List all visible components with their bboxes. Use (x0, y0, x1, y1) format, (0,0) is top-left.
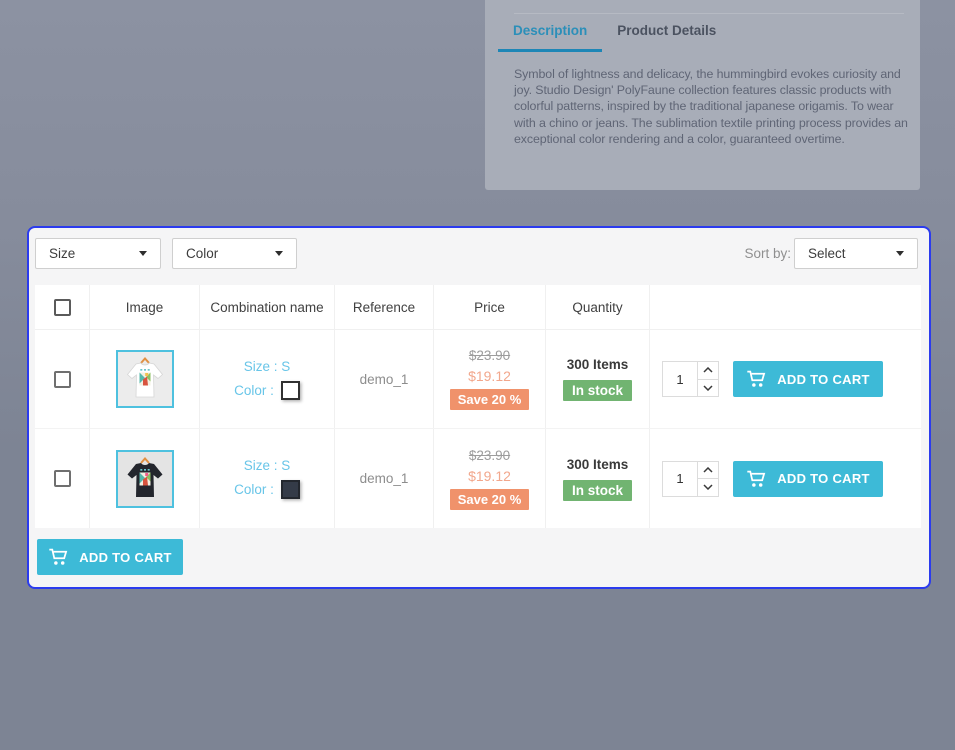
combination-size: Size : S (243, 358, 291, 374)
stock-count: 300 Items (566, 456, 629, 472)
chevron-down-icon (896, 251, 904, 256)
combination-color-label: Color : (234, 482, 274, 497)
quantity-decrease-button[interactable] (698, 379, 718, 396)
sort-dropdown-value: Select (808, 246, 846, 261)
color-swatch-black (280, 480, 300, 499)
stock-status-badge: In stock (562, 380, 632, 401)
regular-price: $23.90 (468, 348, 511, 363)
color-filter-label: Color (186, 246, 219, 261)
quantity-stepper (662, 361, 719, 397)
chevron-up-icon (703, 367, 713, 373)
reference-value: demo_1 (359, 471, 409, 486)
stock-count: 300 Items (566, 357, 629, 372)
add-to-cart-button[interactable]: ADD TO CART (733, 361, 883, 397)
combinations-modal: Size Color Sort by: Select Image Combina… (27, 226, 931, 589)
product-thumbnail-black-shirt[interactable] (115, 449, 174, 508)
discount-badge: Save 20 % (449, 488, 530, 510)
sort-by-label: Sort by: (744, 246, 791, 261)
black-tshirt-image (117, 451, 172, 506)
color-swatch-white (280, 380, 300, 400)
size-filter-dropdown[interactable]: Size (35, 238, 161, 269)
combinations-table: Image Combination name Reference Price Q… (35, 285, 921, 528)
size-filter-label: Size (49, 246, 76, 261)
header-actions (650, 285, 921, 329)
cart-icon (747, 370, 766, 387)
add-to-cart-button[interactable]: ADD TO CART (733, 460, 883, 497)
row-checkbox[interactable] (53, 470, 71, 487)
tab-product-details[interactable]: Product Details (617, 23, 717, 38)
quantity-increase-button[interactable] (698, 461, 718, 479)
chevron-up-icon (703, 466, 713, 473)
stock-status-badge: In stock (562, 479, 632, 501)
product-thumbnail-white-shirt[interactable] (115, 350, 174, 408)
table-row: Size : S Color : demo_1 $23.90 $19.12 Sa… (35, 330, 921, 429)
sale-price: $19.12 (468, 467, 511, 484)
chevron-down-icon (703, 385, 713, 391)
add-to-cart-label: ADD TO CART (777, 371, 870, 387)
color-filter-dropdown[interactable]: Color (172, 238, 297, 269)
table-row: Size : S Color : demo_1 $23.90 $19.12 Sa… (35, 429, 921, 528)
tab-description[interactable]: Description (498, 23, 603, 52)
header-combination-name: Combination name (200, 285, 335, 329)
white-tshirt-image (117, 352, 172, 406)
cart-icon (747, 470, 766, 487)
select-all-checkbox[interactable] (53, 298, 71, 316)
regular-price: $23.90 (468, 447, 511, 463)
sale-price: $19.12 (468, 368, 511, 384)
reference-value: demo_1 (359, 371, 409, 387)
header-price: Price (434, 285, 546, 329)
combination-name: Size : S Color : (234, 458, 300, 499)
add-to-cart-label: ADD TO CART (777, 471, 870, 486)
row-checkbox[interactable] (53, 370, 71, 388)
stock-block: 300 Items In stock (562, 357, 632, 401)
product-description-text: Symbol of lightness and delicacy, the hu… (514, 67, 908, 146)
combination-size: Size : S (243, 458, 291, 473)
bulk-add-to-cart-label: ADD TO CART (79, 549, 172, 565)
sort-dropdown[interactable]: Select (794, 238, 918, 269)
chevron-down-icon (139, 251, 147, 256)
sort-group: Sort by: Select (744, 238, 918, 269)
table-header-row: Image Combination name Reference Price Q… (35, 285, 921, 330)
quantity-increase-button[interactable] (698, 362, 718, 380)
quantity-input[interactable] (663, 362, 698, 396)
header-image: Image (90, 285, 200, 329)
quantity-decrease-button[interactable] (698, 479, 718, 496)
cart-icon (49, 548, 68, 565)
product-tabs: Description Product Details (498, 23, 731, 52)
discount-badge: Save 20 % (449, 389, 530, 410)
price-block: $23.90 $19.12 Save 20 % (449, 447, 530, 510)
stock-block: 300 Items In stock (562, 456, 632, 501)
chevron-down-icon (275, 251, 283, 256)
chevron-down-icon (703, 484, 713, 491)
quantity-stepper (662, 460, 719, 497)
header-quantity: Quantity (546, 285, 650, 329)
header-reference: Reference (335, 285, 434, 329)
bulk-add-to-cart-button[interactable]: ADD TO CART (37, 539, 183, 575)
product-description-panel: Description Product Details Symbol of li… (485, 0, 920, 190)
combination-color-label: Color : (234, 382, 274, 398)
price-block: $23.90 $19.12 Save 20 % (449, 348, 530, 410)
quantity-input[interactable] (663, 461, 698, 496)
combination-name: Size : S Color : (234, 359, 300, 400)
panel-divider (514, 13, 904, 14)
